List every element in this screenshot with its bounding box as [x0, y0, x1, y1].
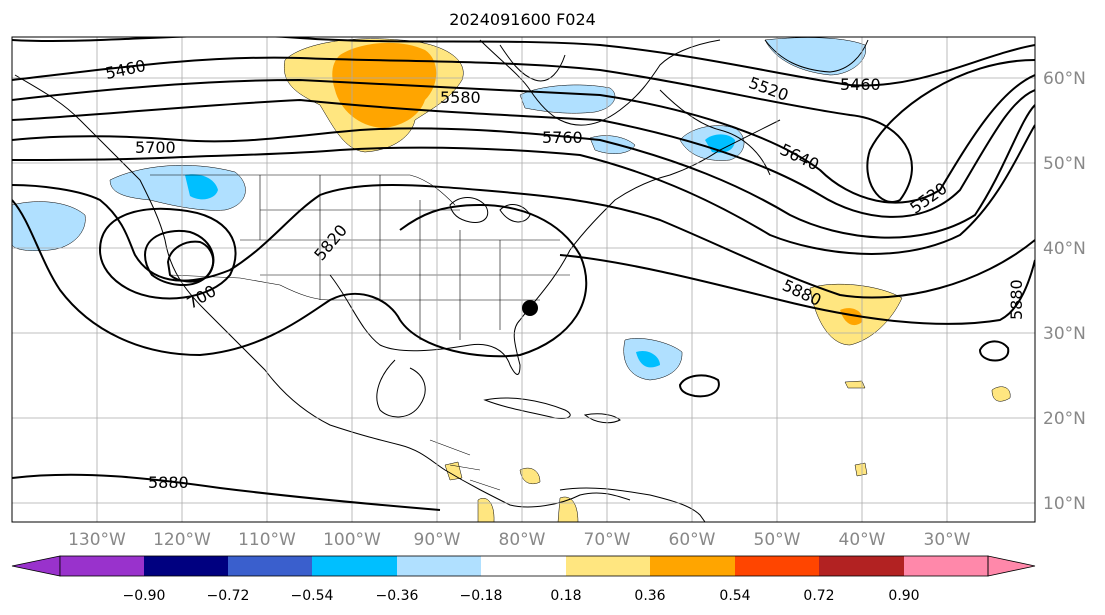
positive-anomaly-patch — [991, 386, 1011, 402]
great-lakes — [449, 197, 531, 224]
lat-label: 10°N — [1043, 494, 1086, 514]
positive-anomaly-core — [840, 308, 863, 326]
lon-label: 80°W — [499, 530, 546, 550]
lat-label: 40°N — [1043, 239, 1086, 259]
coastlines — [14, 39, 869, 522]
contour-5700 — [12, 104, 1035, 239]
lat-label: 50°N — [1043, 154, 1086, 174]
positive-anomaly-patch — [854, 462, 868, 477]
cuba-coast — [483, 397, 571, 419]
contour-5640 — [12, 89, 1035, 218]
lon-label: 60°W — [669, 530, 716, 550]
contour-closed-low — [98, 207, 237, 300]
lon-label: 30°W — [924, 530, 971, 550]
lat-label: 20°N — [1043, 409, 1086, 429]
positive-anomaly-patch — [844, 380, 866, 389]
positive-anomaly-patch — [477, 497, 495, 522]
atlantic-coast — [569, 119, 781, 251]
colorbar-tick-label: 0.36 — [634, 588, 665, 604]
contour-label: 5700 — [135, 138, 176, 157]
negative-anomaly-core — [636, 350, 660, 368]
colorbar-segment — [481, 556, 566, 576]
lon-label: 120°W — [153, 530, 211, 550]
contour-5580 — [12, 74, 1035, 204]
us-mexico-border — [169, 274, 331, 301]
map-frame — [11, 36, 1036, 523]
lon-label: 40°W — [839, 530, 886, 550]
labrador-coast — [659, 89, 771, 176]
state-lines — [240, 175, 570, 340]
height-contours — [12, 37, 1035, 511]
positive-anomaly-patch — [519, 467, 541, 485]
colorbar-segment — [228, 556, 312, 576]
gulf-coast — [329, 249, 571, 375]
hudson-bay — [499, 44, 566, 82]
contour-label: 5460 — [840, 75, 881, 94]
contour-label: 5880 — [1007, 279, 1026, 320]
colorbar-extend-high — [987, 555, 1036, 577]
latitude-labels: 60°N 50°N 40°N 30°N 20°N 10°N — [1043, 69, 1086, 514]
colorbar-tick-label: −0.54 — [291, 588, 334, 604]
colorbar-segment — [735, 556, 819, 576]
contour-label: 5880 — [148, 473, 189, 492]
positive-anomaly-core — [332, 42, 437, 128]
contour-small-ring — [978, 340, 1010, 362]
contour-small-ring — [678, 374, 720, 398]
anomaly-shading — [12, 37, 1011, 522]
lat-label: 60°N — [1043, 69, 1086, 89]
colorbar-segment — [397, 556, 481, 576]
lon-label: 70°W — [584, 530, 631, 550]
lat-lon-grid — [12, 37, 1035, 522]
storm-center-marker — [522, 300, 538, 316]
contour-5520 — [12, 56, 1035, 203]
contour-5820 — [12, 184, 1035, 299]
contour-5880-south — [12, 473, 441, 511]
colorbar-tick-label: −0.72 — [207, 588, 250, 604]
lon-label: 50°W — [754, 530, 801, 550]
negative-anomaly-core — [185, 174, 218, 200]
colorbar-tick-label: −0.36 — [376, 588, 419, 604]
colorbar-segment — [904, 556, 988, 576]
hispaniola-coast — [583, 413, 621, 424]
contour-label: 5760 — [542, 128, 583, 147]
colorbar-segment — [60, 556, 144, 576]
lon-label: 100°W — [323, 530, 381, 550]
map-panel: 5460 5700 5580 5760 5520 5460 5640 5520 … — [12, 37, 1035, 522]
colorbar-segment — [819, 556, 904, 576]
colorbar-extend-low — [11, 555, 61, 577]
colorbar-segment — [312, 556, 397, 576]
negative-anomaly-patch — [109, 165, 246, 211]
colorbar-segment — [144, 556, 228, 576]
contour-5760 — [12, 124, 1035, 255]
colorbar-tick-label: 0.90 — [888, 588, 919, 604]
longitude-labels: 130°W 120°W 110°W 100°W 90°W 80°W 70°W 6… — [68, 530, 971, 550]
colorbar-segment — [566, 556, 650, 576]
north-america-coastline — [14, 74, 631, 508]
colorbar-tick-label: −0.90 — [123, 588, 166, 604]
lon-label: 130°W — [68, 530, 126, 550]
colorbar: −0.90 −0.72 −0.54 −0.36 −0.18 0.18 0.36 … — [11, 555, 1036, 604]
canada-coast — [479, 39, 721, 126]
lat-label: 30°N — [1043, 324, 1086, 344]
negative-anomaly-patch — [764, 37, 866, 76]
contour-5460 — [12, 37, 1035, 87]
map-title: 2024091600 F024 — [449, 10, 596, 29]
contour-5880 — [12, 199, 588, 358]
colorbar-segment — [650, 556, 735, 576]
negative-anomaly-patch — [12, 201, 86, 252]
yucatan-coast — [376, 359, 426, 418]
contour-5880-east — [559, 254, 1035, 325]
colorbar-frame — [59, 555, 989, 577]
colorbar-tick-label: −0.18 — [460, 588, 503, 604]
contour-closed-inner-2 — [166, 240, 215, 283]
colorbar-tick-label: 0.54 — [719, 588, 750, 604]
colorbar-tick-label: 0.72 — [803, 588, 834, 604]
lon-label: 110°W — [238, 530, 296, 550]
colorbar-tick-label: 0.18 — [550, 588, 581, 604]
contour-label: 5580 — [440, 88, 481, 107]
greenland-coast — [764, 39, 869, 73]
lon-label: 90°W — [414, 530, 461, 550]
